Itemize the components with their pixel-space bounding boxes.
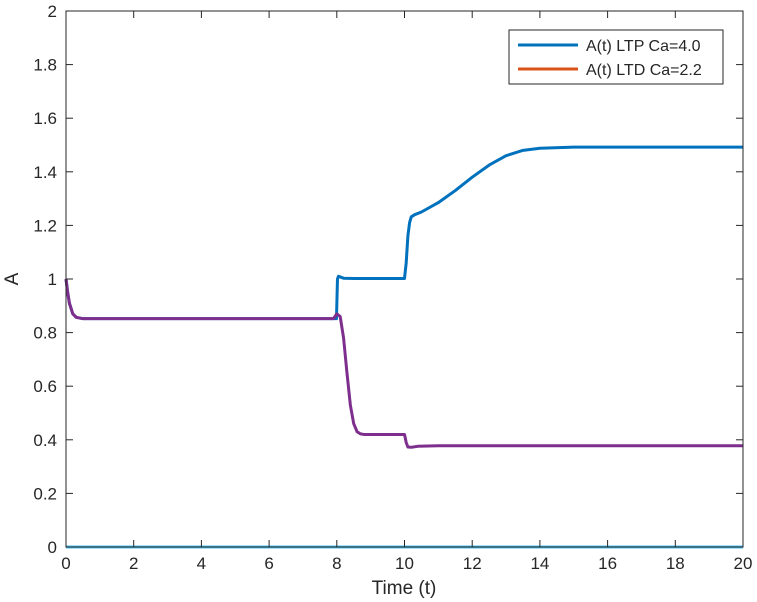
axes-layer: 0 2 4 6 8 10 12 14 16 18 20 0 0.2 0.4 0.6 0.8 1 1.2 1.4 1.6…	[33, 2, 752, 573]
x-tick-label: 2	[129, 554, 138, 573]
y-tick-label: 1.8	[33, 56, 57, 75]
x-tick-label: 12	[463, 554, 482, 573]
x-tick-label: 18	[666, 554, 685, 573]
y-tick-label: 2	[48, 2, 57, 21]
x-tick-label: 4	[197, 554, 206, 573]
y-tick-label: 0	[48, 538, 57, 557]
x-tick-label: 16	[598, 554, 617, 573]
x-tick-label: 10	[395, 554, 414, 573]
y-tick-label: 1.6	[33, 109, 57, 128]
y-tick-label: 0.2	[33, 484, 57, 503]
x-tick-label: 8	[332, 554, 341, 573]
x-tick-label: 14	[530, 554, 549, 573]
y-tick-label: 0.8	[33, 324, 57, 343]
x-tick-label: 0	[61, 554, 70, 573]
x-axis-label: Time (t)	[372, 578, 437, 599]
x-tick-label: 20	[734, 554, 753, 573]
series-line-3	[64, 278, 743, 449]
y-tick-label: 1.4	[33, 163, 57, 182]
legend-entry-2: A(t) LTD Ca=2.2	[586, 62, 702, 79]
y-tick-label: 1.2	[33, 216, 57, 235]
legend-box	[508, 29, 724, 85]
y-tick-label: 0.4	[33, 431, 57, 450]
x-tick-label: 6	[264, 554, 273, 573]
y-tick-label: 0.6	[33, 377, 57, 396]
legend-entry-1: A(t) LTP Ca=4.0	[586, 38, 701, 55]
y-axis-label: A	[2, 272, 23, 285]
legend: A(t) LTP Ca=4.0 A(t) LTD Ca=2.2	[508, 29, 724, 85]
y-tick-label: 1	[48, 270, 57, 289]
